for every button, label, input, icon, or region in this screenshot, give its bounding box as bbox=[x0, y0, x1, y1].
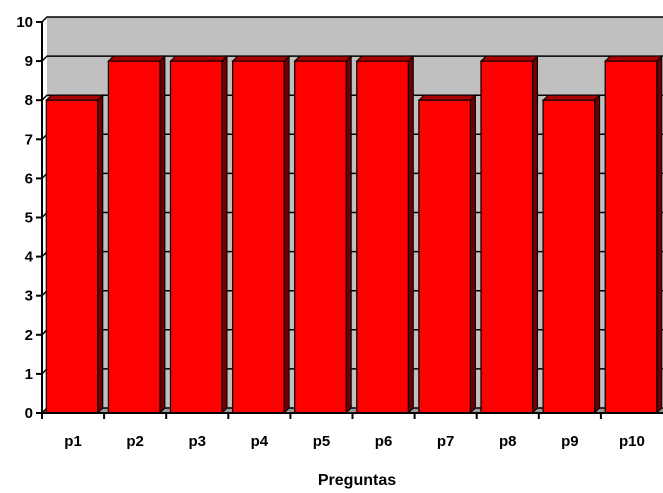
x-axis-title: Preguntas bbox=[318, 472, 396, 489]
x-tick-label: p5 bbox=[313, 433, 331, 450]
bar-front bbox=[481, 61, 533, 413]
bar-side bbox=[346, 56, 351, 413]
bar bbox=[543, 95, 600, 413]
bar-top bbox=[605, 56, 662, 61]
bar-front bbox=[233, 61, 285, 413]
x-tick-label: p8 bbox=[499, 433, 517, 450]
x-tick-label: p1 bbox=[64, 433, 82, 450]
y-tick-label: 0 bbox=[25, 405, 33, 422]
x-tick-label: p4 bbox=[251, 433, 269, 450]
bar-top bbox=[419, 95, 476, 100]
x-tick-label: p7 bbox=[437, 433, 455, 450]
bar-side bbox=[222, 56, 227, 413]
bar-front bbox=[419, 100, 471, 413]
bar-front bbox=[543, 100, 595, 413]
bar-side bbox=[98, 95, 103, 413]
bar-top bbox=[170, 56, 227, 61]
bar-top bbox=[295, 56, 352, 61]
y-tick-label: 1 bbox=[25, 366, 33, 383]
bar bbox=[170, 56, 227, 413]
y-tick-label: 9 bbox=[25, 53, 33, 70]
y-tick-label: 8 bbox=[25, 92, 33, 109]
bar-front bbox=[108, 61, 160, 413]
y-tick-label: 5 bbox=[25, 210, 33, 227]
bar-side bbox=[160, 56, 165, 413]
bar-front bbox=[357, 61, 409, 413]
bar-top bbox=[46, 95, 103, 100]
y-tick-label: 2 bbox=[25, 327, 33, 344]
bar bbox=[46, 95, 103, 413]
x-tick-label: p3 bbox=[188, 433, 206, 450]
y-ticks: 0 1 2 3 4 5 6 7 8 9 10 bbox=[16, 14, 42, 422]
x-tick-label: p10 bbox=[619, 433, 645, 450]
bar-side bbox=[284, 56, 289, 413]
y-tick-label: 3 bbox=[25, 288, 33, 305]
bar bbox=[605, 56, 662, 413]
bar bbox=[419, 95, 476, 413]
bar-side bbox=[533, 56, 538, 413]
bar-top bbox=[108, 56, 165, 61]
bar-side bbox=[657, 56, 662, 413]
bar bbox=[357, 56, 414, 413]
y-tick-label: 10 bbox=[16, 14, 33, 31]
bar-front bbox=[295, 61, 347, 413]
y-tick-label: 7 bbox=[25, 131, 33, 148]
bar-front bbox=[46, 100, 98, 413]
y-tick-label: 4 bbox=[25, 249, 34, 266]
bar bbox=[233, 56, 290, 413]
bar-side bbox=[595, 95, 600, 413]
bar-top bbox=[481, 56, 538, 61]
x-ticks: p1 p2 p3 p4 p5 p6 p7 p8 p9 p10 bbox=[42, 413, 645, 450]
x-tick-label: p2 bbox=[126, 433, 144, 450]
y-tick-label: 6 bbox=[25, 170, 33, 187]
x-tick-label: p6 bbox=[375, 433, 393, 450]
bar-top bbox=[357, 56, 414, 61]
bar-front bbox=[605, 61, 657, 413]
bar bbox=[108, 56, 165, 413]
bar-top bbox=[543, 95, 600, 100]
bar-top bbox=[233, 56, 290, 61]
bar-front bbox=[170, 61, 222, 413]
x-tick-label: p9 bbox=[561, 433, 579, 450]
bar-side bbox=[470, 95, 475, 413]
bar bbox=[295, 56, 352, 413]
bar-side bbox=[408, 56, 413, 413]
bar bbox=[481, 56, 538, 413]
